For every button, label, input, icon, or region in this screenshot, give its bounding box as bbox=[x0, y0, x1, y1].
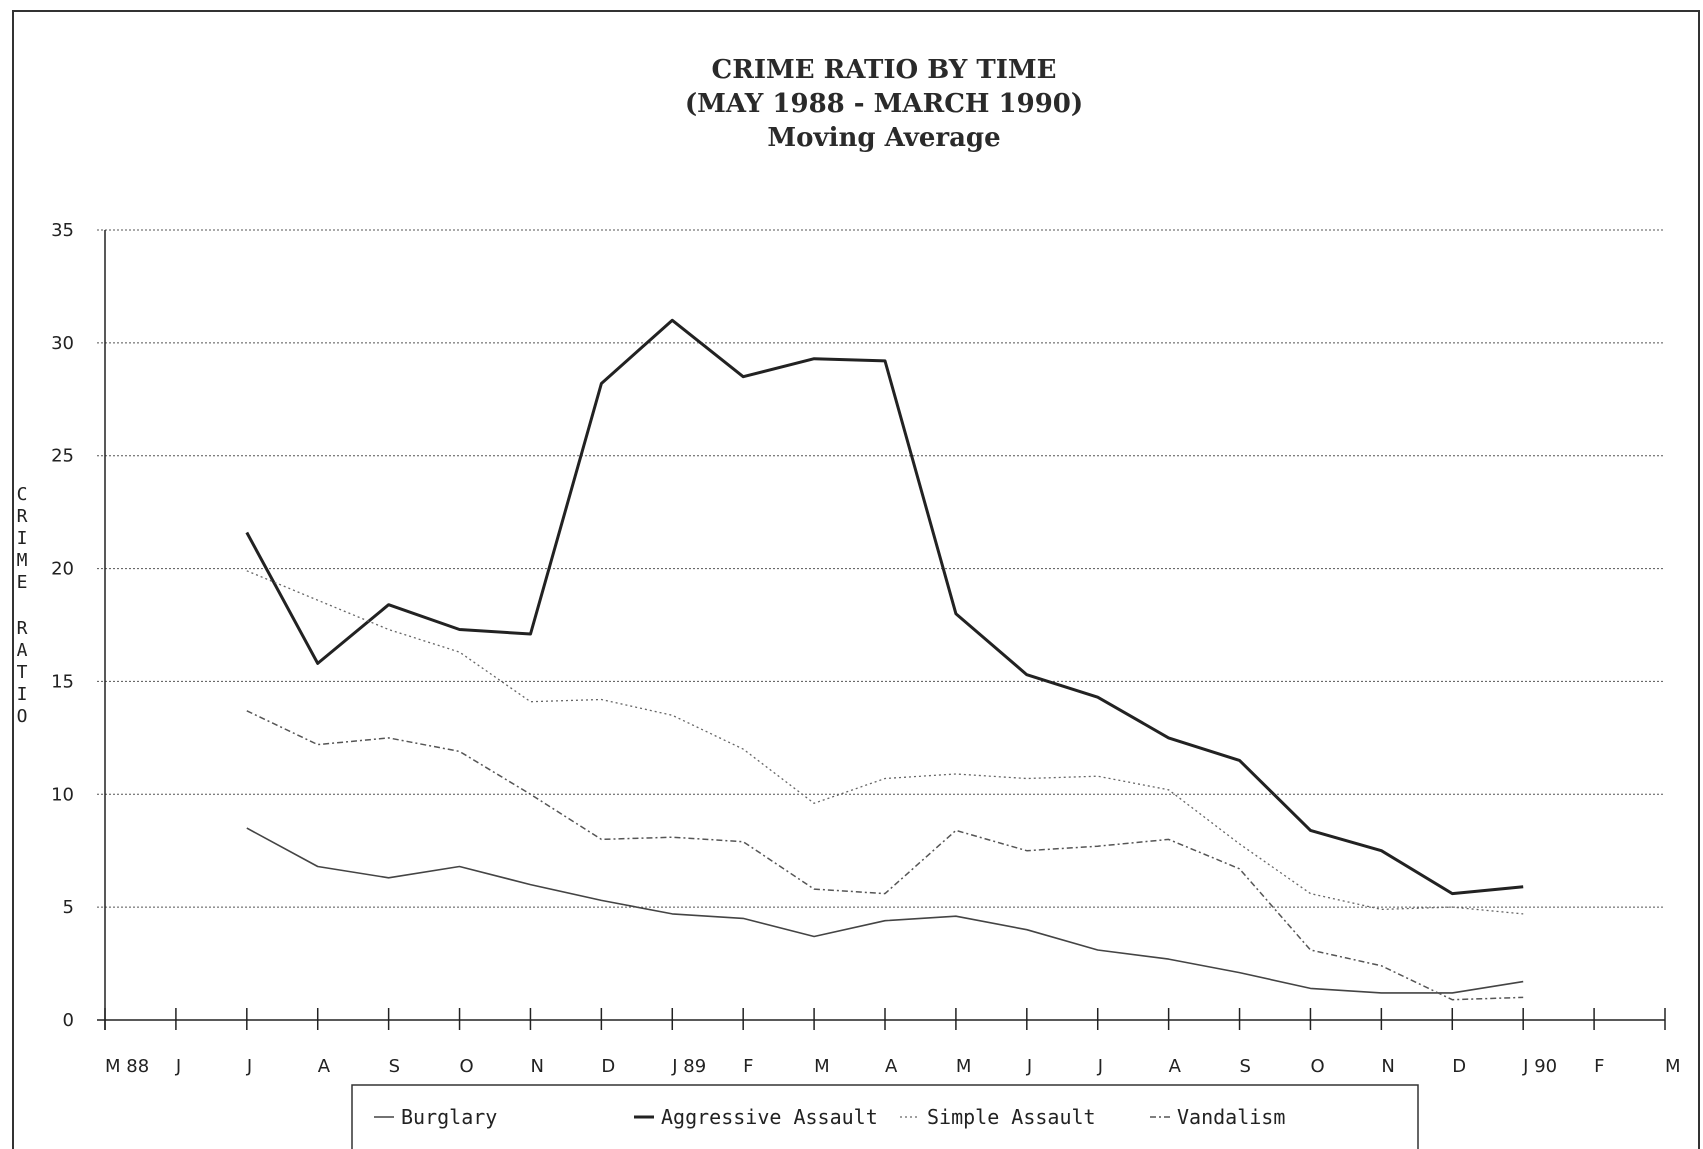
y-tick-label-15: 15 bbox=[51, 671, 74, 692]
series-line-aggressive-assault bbox=[245, 318, 1524, 896]
series-line-vandalism bbox=[246, 710, 1524, 1001]
x-tick-label-14: J bbox=[1097, 1056, 1103, 1077]
legend-label-0: Burglary bbox=[401, 1105, 497, 1129]
y-axis-letter-9: I bbox=[17, 684, 28, 705]
x-tick-label-4: S bbox=[389, 1056, 400, 1077]
y-axis-letter-1: R bbox=[17, 506, 28, 527]
y-axis-letter-7: A bbox=[17, 640, 28, 661]
x-tick-label-9: F bbox=[743, 1056, 753, 1077]
y-axis-letter-4: E bbox=[17, 572, 28, 593]
x-tick-label-10: M bbox=[814, 1056, 830, 1077]
x-tick-label-21: F bbox=[1594, 1056, 1604, 1077]
legend-box bbox=[351, 1084, 1419, 1149]
x-tick-label-6: N bbox=[530, 1056, 543, 1077]
chart-title: CRIME RATIO BY TIME (MAY 1988 - MARCH 19… bbox=[685, 55, 1083, 153]
series-lines bbox=[245, 318, 1524, 1001]
x-tick-label-19: D bbox=[1452, 1056, 1466, 1077]
legend-label-1: Aggressive Assault bbox=[661, 1105, 878, 1129]
chart-title-line-1: CRIME RATIO BY TIME bbox=[712, 55, 1057, 85]
x-tick-label-17: O bbox=[1310, 1056, 1324, 1077]
gridlines: 0 5 10 15 20 25 30 35 bbox=[51, 220, 1665, 1031]
chart-title-line-2: (MAY 1988 - MARCH 1990) bbox=[685, 89, 1083, 119]
x-tick-label-2: J bbox=[246, 1056, 252, 1077]
axes: M 88 J J A S O N D J 89 F M A M J J A S O N D J 90 F M bbox=[97, 230, 1681, 1077]
y-axis-letter-6: R bbox=[17, 618, 28, 639]
x-tick-label-5: O bbox=[460, 1056, 474, 1077]
y-axis-letter-2: I bbox=[17, 528, 28, 549]
x-tick-label-16: S bbox=[1240, 1056, 1251, 1077]
legend: Burglary Aggressive Assault Simple Assault… bbox=[351, 1084, 1419, 1149]
chart-frame bbox=[12, 10, 1700, 1149]
series-line-burglary bbox=[246, 827, 1524, 994]
y-tick-label-25: 25 bbox=[51, 446, 74, 467]
chart-title-line-3: Moving Average bbox=[767, 123, 1000, 153]
series-line-simple-assault bbox=[246, 570, 1524, 915]
x-tick-label-8: J 89 bbox=[671, 1056, 706, 1077]
legend-label-3: Vandalism bbox=[1177, 1105, 1285, 1129]
x-tick-label-1: J bbox=[175, 1056, 181, 1077]
x-tick-label-13: J bbox=[1026, 1056, 1032, 1077]
legend-label-2: Simple Assault bbox=[927, 1105, 1096, 1129]
x-tick-label-15: A bbox=[1169, 1056, 1182, 1077]
y-axis-letter-3: M bbox=[17, 550, 28, 571]
y-tick-label-30: 30 bbox=[51, 333, 74, 354]
x-tick-label-7: D bbox=[601, 1056, 615, 1077]
x-tick-label-12: M bbox=[956, 1056, 972, 1077]
x-tick-label-18: N bbox=[1381, 1056, 1394, 1077]
x-tick-label-0: M 88 bbox=[105, 1056, 149, 1077]
y-tick-label-5: 5 bbox=[63, 897, 74, 918]
x-tick-label-11: A bbox=[885, 1056, 898, 1077]
x-tick-label-20: J 90 bbox=[1522, 1056, 1557, 1077]
x-tick-label-22: M bbox=[1665, 1056, 1681, 1077]
y-axis-letter-0: C bbox=[17, 484, 28, 505]
y-axis-letter-8: T bbox=[17, 662, 28, 683]
y-tick-label-0: 0 bbox=[63, 1010, 74, 1031]
y-tick-label-10: 10 bbox=[51, 784, 74, 805]
x-tick-label-3: A bbox=[318, 1056, 331, 1077]
y-tick-label-35: 35 bbox=[51, 220, 74, 241]
y-tick-label-20: 20 bbox=[51, 559, 74, 580]
y-axis-letter-10: O bbox=[17, 706, 28, 727]
